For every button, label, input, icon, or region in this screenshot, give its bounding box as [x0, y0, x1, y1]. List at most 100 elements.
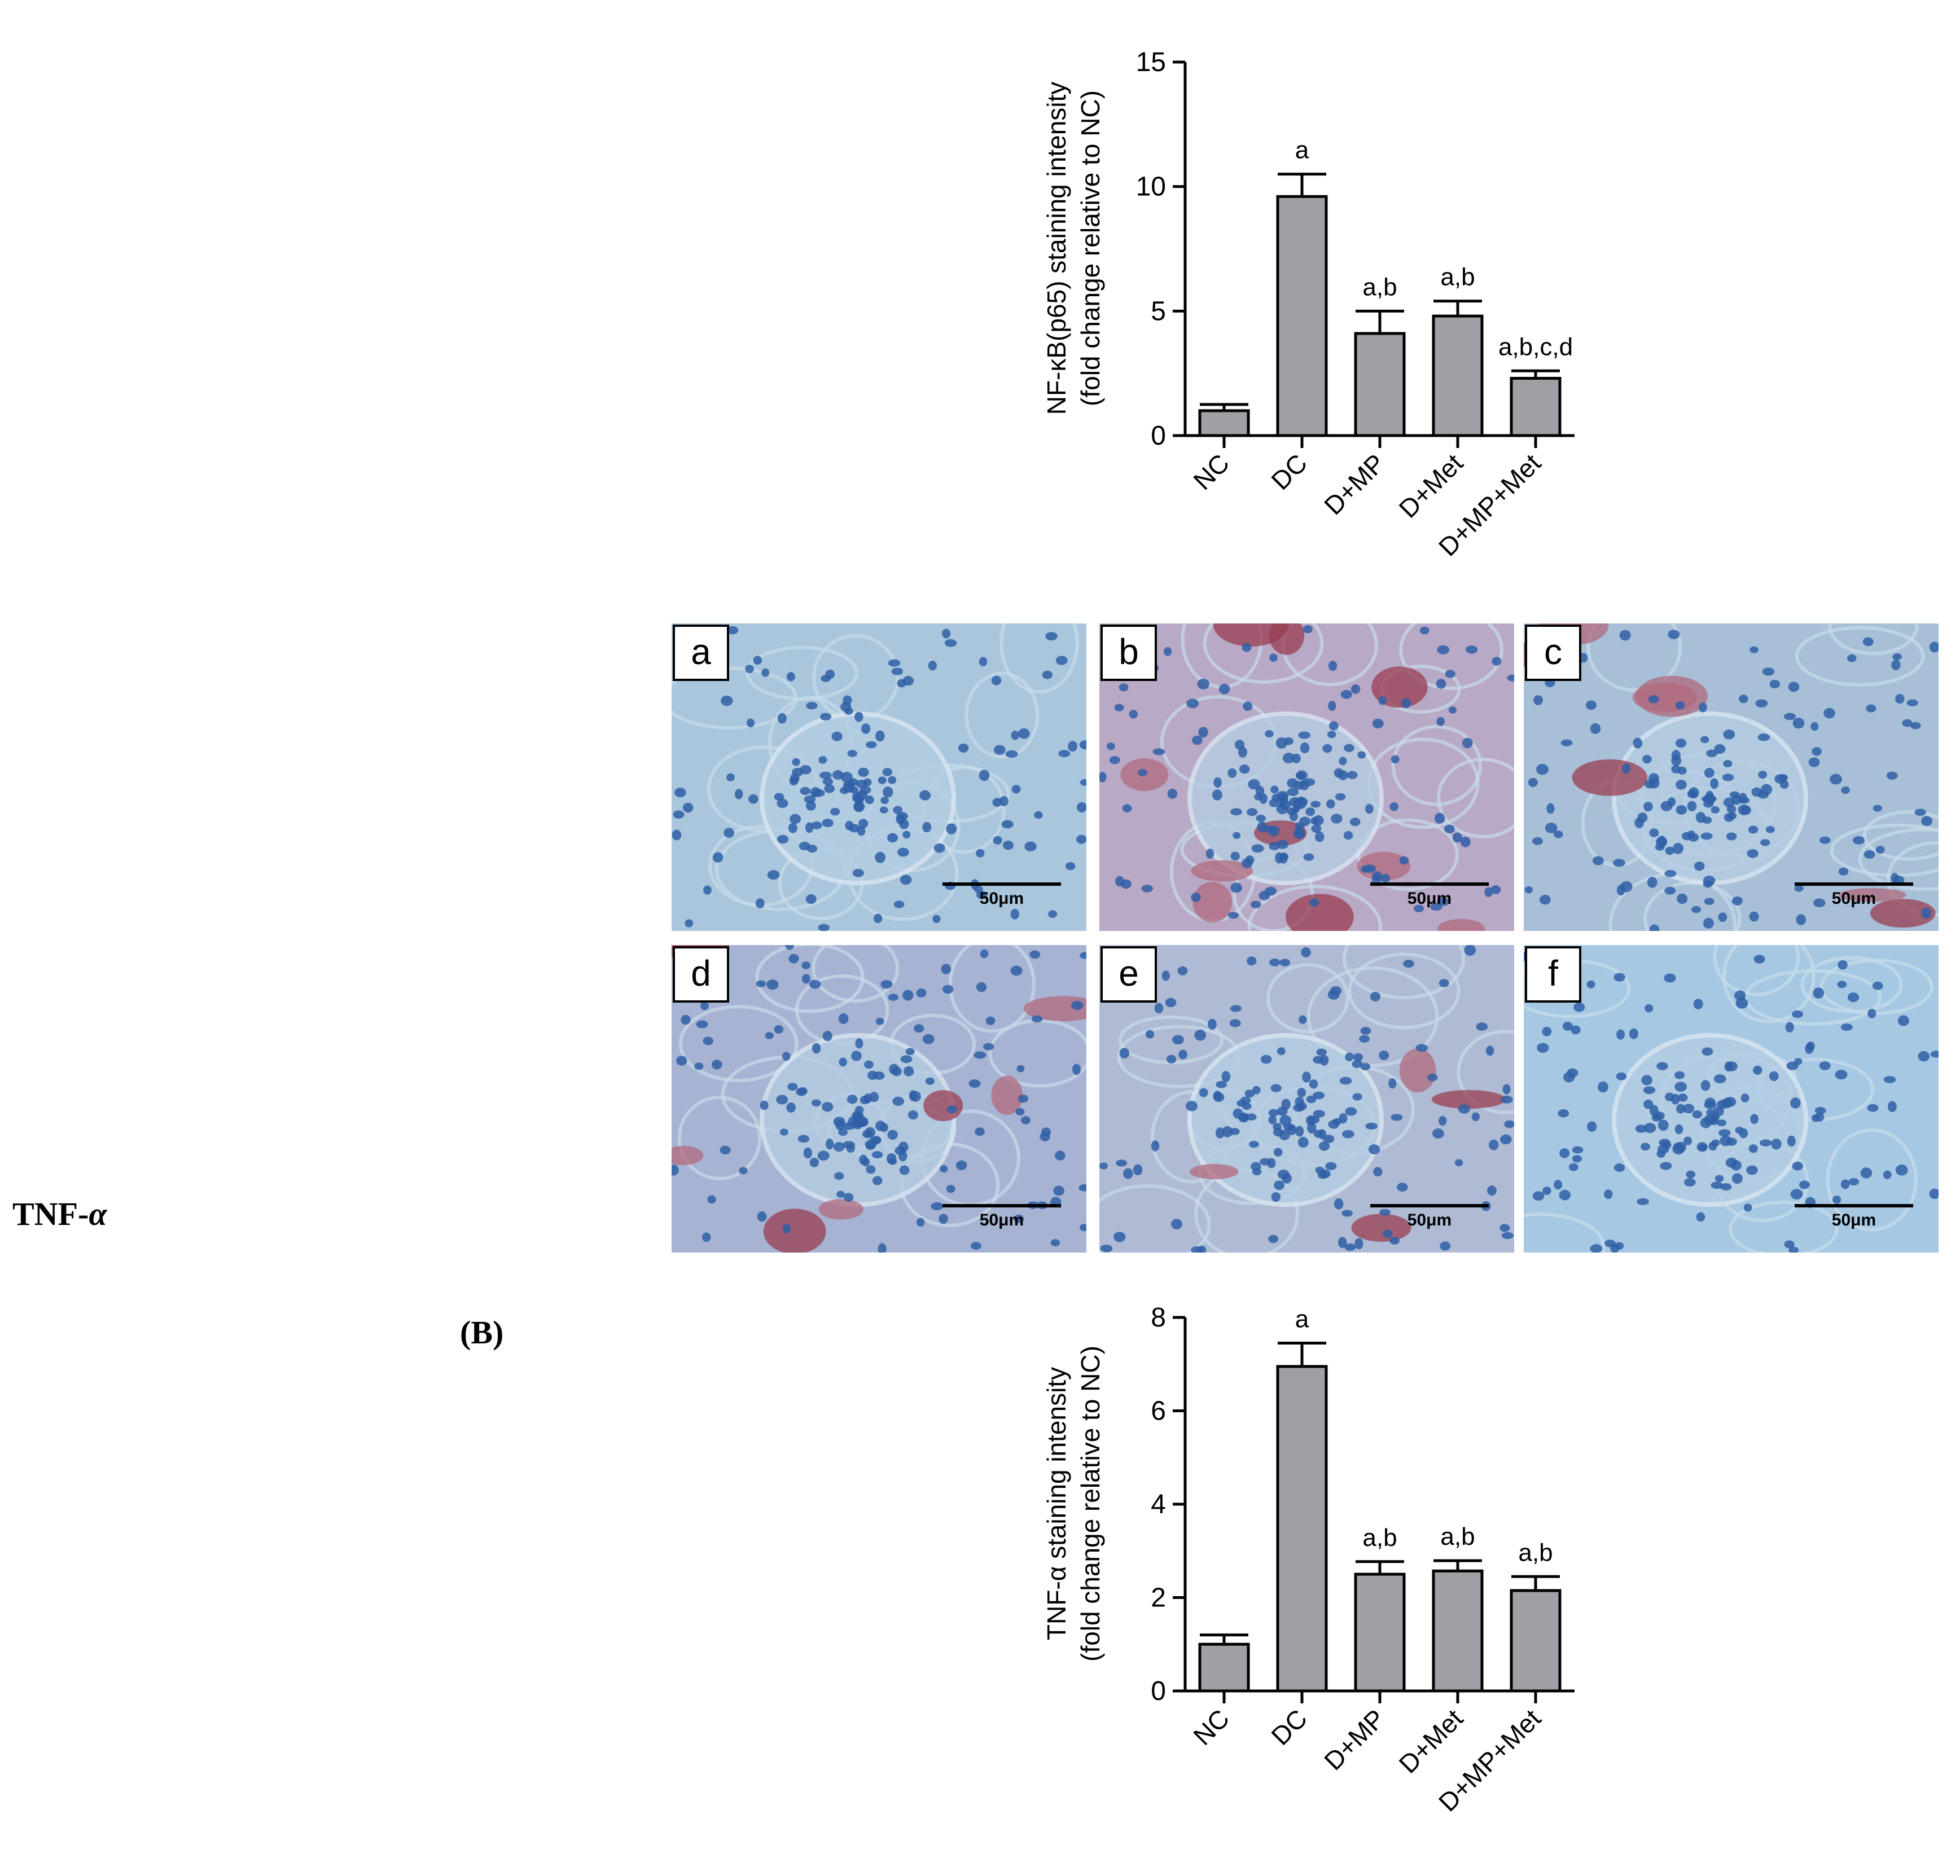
scale-bar-label: 50μm — [1831, 1211, 1876, 1229]
nucleus — [1166, 1055, 1177, 1064]
nucleus — [1554, 831, 1563, 838]
nucleus — [734, 789, 743, 799]
panel-letter: b — [1100, 625, 1157, 681]
nucleus — [1229, 1019, 1241, 1027]
nucleus — [888, 994, 898, 1001]
nucleus — [1637, 1198, 1650, 1205]
nucleus — [848, 778, 858, 786]
nucleus — [1213, 777, 1222, 788]
nucleus — [1244, 1089, 1255, 1098]
nucleus — [812, 1043, 821, 1054]
nucleus — [1838, 867, 1849, 876]
nucleus — [976, 891, 988, 899]
nucleus — [1100, 1244, 1113, 1253]
nucleus — [776, 1095, 788, 1105]
nucleus — [1080, 952, 1086, 959]
nucleus — [1823, 708, 1835, 719]
nucleus — [1119, 1048, 1130, 1058]
nucleus — [1191, 893, 1201, 902]
nucleus — [878, 776, 887, 784]
stain-region — [1437, 919, 1485, 931]
nucleus — [1545, 823, 1558, 833]
stain-region — [1192, 881, 1232, 923]
nucleus — [1621, 763, 1631, 774]
nucleus — [887, 833, 898, 843]
nucleus — [1218, 683, 1230, 695]
nucleus — [801, 974, 810, 984]
nucleus — [1216, 1080, 1227, 1088]
nucleus — [1045, 632, 1058, 641]
nucleus — [1305, 807, 1316, 816]
nucleus — [1227, 768, 1237, 778]
nucleus — [1357, 751, 1366, 759]
nucleus — [1313, 1091, 1325, 1100]
tissue-image — [1524, 945, 1939, 1253]
nucleus — [817, 1150, 830, 1161]
nucleus — [1810, 722, 1819, 731]
nucleus — [1722, 774, 1734, 781]
nucleus — [1476, 1022, 1488, 1031]
nucleus — [1031, 1015, 1043, 1023]
nucleus — [1711, 806, 1720, 814]
scale-bar: 50μm — [942, 1204, 1061, 1230]
tubule-outline — [1391, 724, 1482, 806]
nucleus — [1161, 970, 1170, 981]
nucleus — [1279, 959, 1291, 966]
nucleus — [902, 990, 914, 1001]
tubule-outline — [1457, 1030, 1514, 1114]
y-tick-label: 2 — [1151, 1583, 1166, 1613]
tubule-outline — [1800, 956, 1903, 1013]
nucleus — [1002, 840, 1014, 850]
nucleus — [1723, 797, 1735, 807]
nucleus — [1279, 1115, 1292, 1126]
nucleus — [1841, 786, 1850, 794]
nucleus — [1347, 771, 1358, 779]
nucleus — [1613, 859, 1625, 867]
nucleus — [928, 661, 937, 671]
nucleus — [1806, 1041, 1815, 1051]
stain-region — [1635, 675, 1708, 717]
scale-bar: 50μm — [942, 882, 1061, 908]
stain-region — [1351, 1214, 1411, 1242]
nucleus — [1212, 789, 1222, 801]
nucleus — [1437, 897, 1450, 906]
nucleus — [1735, 1126, 1744, 1134]
nucleus — [875, 730, 885, 742]
nucleus — [1619, 630, 1631, 641]
nucleus — [1233, 832, 1241, 839]
nucleus — [1309, 898, 1319, 907]
nucleus — [1242, 858, 1253, 868]
nucleus — [1532, 837, 1543, 845]
nucleus — [1604, 1189, 1613, 1200]
x-tick-label: D+MP — [1318, 1703, 1391, 1776]
nucleus — [766, 979, 779, 990]
nucleus — [1327, 989, 1340, 1000]
nucleus — [1141, 885, 1154, 893]
nucleus — [1313, 1130, 1323, 1138]
nucleus — [1303, 625, 1313, 634]
nucleus — [1819, 836, 1831, 844]
nucleus — [821, 675, 831, 682]
nucleus — [1700, 832, 1713, 840]
y-tick-label: 0 — [1151, 1676, 1166, 1706]
nucleus — [1875, 846, 1885, 854]
nucleus — [1332, 1118, 1342, 1126]
nucleus — [1434, 812, 1445, 824]
nucleus — [1676, 1141, 1686, 1153]
nucleus — [1704, 1101, 1717, 1109]
nucleus — [946, 1185, 955, 1193]
nucleus — [1277, 1047, 1286, 1056]
stain-region — [1357, 851, 1410, 881]
nucleus — [755, 898, 765, 908]
nucleus — [1559, 1148, 1570, 1158]
nucleus — [1024, 841, 1037, 851]
nucleus — [854, 711, 863, 722]
nucleus — [1684, 1178, 1696, 1187]
nucleus — [931, 1202, 944, 1211]
nucleus — [1837, 981, 1847, 988]
nucleus — [1537, 1043, 1549, 1053]
nucleus — [1814, 1106, 1826, 1114]
nucleus — [1439, 979, 1449, 987]
nucleus — [1122, 804, 1132, 812]
nucleus — [1334, 1198, 1344, 1210]
